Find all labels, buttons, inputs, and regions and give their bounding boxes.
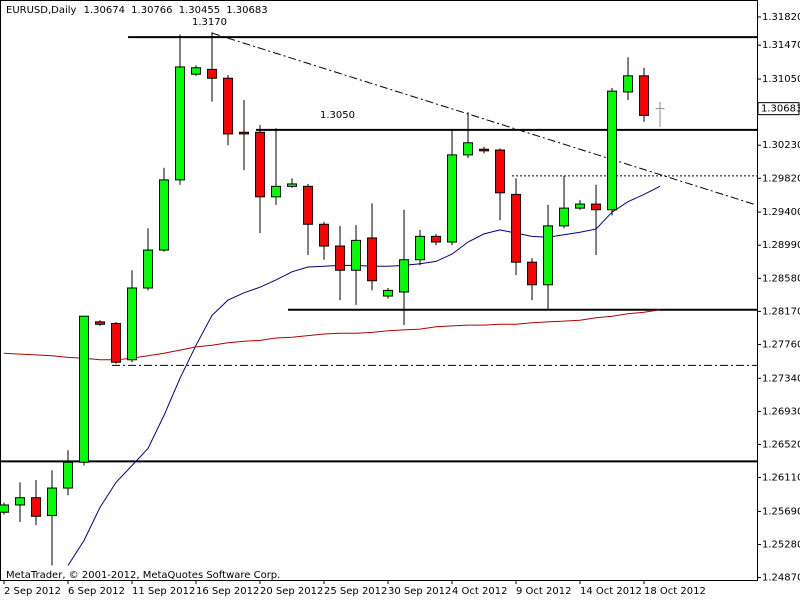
candle-body [575,203,586,209]
ohlc-high: 1.30766 [131,5,172,16]
x-tick-label: 18 Oct 2012 [644,586,706,597]
candle-body [0,504,10,513]
candle-body [511,193,522,263]
y-tick-label: 1.26930 [762,406,800,417]
candle-body [367,237,378,282]
x-tick-label: 9 Oct 2012 [516,586,571,597]
candle-body [623,75,634,93]
ohlc-close: 1.30683 [226,5,267,16]
watermark: MetaTrader, © 2001-2012, MetaQuotes Soft… [6,570,280,581]
y-tick-label: 1.25280 [762,540,800,551]
y-tick-label: 1.29400 [762,207,800,218]
x-tick-label: 16 Sep 2012 [196,586,259,597]
candle-body [399,259,410,293]
candle-body [239,131,250,135]
candle-body [143,249,154,289]
candle-body [607,90,618,211]
y-tick-label: 1.26520 [762,439,800,450]
moving-average [67,185,661,566]
y-tick-label: 1.28990 [762,240,800,251]
candle-body [15,497,26,506]
candle-body [463,142,474,156]
price-tag-label: 1.30683 [761,104,800,115]
candle-body [319,223,330,247]
x-tick-label: 2 Sep 2012 [4,586,61,597]
y-tick-label: 1.30230 [762,140,800,151]
candle-body [31,497,42,517]
candle-body [479,148,490,152]
candle-body [543,225,554,286]
trendline [211,32,757,206]
x-tick-label: 25 Sep 2012 [324,586,387,597]
candle-body [335,245,346,271]
y-tick-label: 1.27340 [762,373,800,384]
y-tick-label: 1.29820 [762,173,800,184]
plot-frame [0,0,758,581]
x-tick-label: 30 Sep 2012 [388,586,451,597]
candle-body [287,183,298,187]
candle-body [351,239,362,271]
y-tick-label: 1.31470 [762,40,800,51]
candle-body [495,149,506,194]
y-tick-label: 1.28170 [762,306,800,317]
level-label: 1.3050 [320,110,355,121]
y-tick-label: 1.24870 [762,573,800,584]
candle-body [47,487,58,516]
y-tick-label: 1.25690 [762,506,800,517]
candle-body [383,289,394,297]
candle-body [191,67,202,75]
y-tick-label: 1.27760 [762,339,800,350]
candle-body [431,235,442,243]
chart-title: EURUSD,Daily 1.30674 1.30766 1.30455 1.3… [6,5,268,16]
candle-body [175,66,186,181]
y-tick-label: 1.31820 [762,12,800,23]
candle-body [63,461,74,489]
price-tag [757,102,800,116]
candle-body [271,185,282,198]
level-label: 1.3170 [192,17,227,28]
x-tick-label: 4 Oct 2012 [452,586,507,597]
x-tick-label: 20 Sep 2012 [260,586,323,597]
symbol: EURUSD,Daily [6,5,77,16]
candle-body [79,315,90,463]
candle-body [111,322,122,363]
candle-body [255,131,266,198]
ohlc-low: 1.30455 [179,5,220,16]
y-tick-label: 1.26110 [762,473,800,484]
candle-body [559,207,570,227]
y-tick-label: 1.31050 [762,74,800,85]
candle-body [639,75,650,116]
candle-body [303,185,314,225]
candle-body [159,179,170,251]
x-tick-label: 14 Oct 2012 [580,586,642,597]
candle-body [527,261,538,286]
candle-body [447,154,458,243]
candle-body [127,287,138,361]
y-tick-label: 1.28580 [762,273,800,284]
candle-body [95,321,106,325]
x-tick-label: 11 Sep 2012 [132,586,195,597]
candle-body [207,68,218,79]
ohlc-open: 1.30674 [84,5,125,16]
candle-body [591,203,602,211]
candle-body [223,77,234,135]
x-tick-label: 6 Sep 2012 [68,586,125,597]
candle-body [415,235,426,261]
